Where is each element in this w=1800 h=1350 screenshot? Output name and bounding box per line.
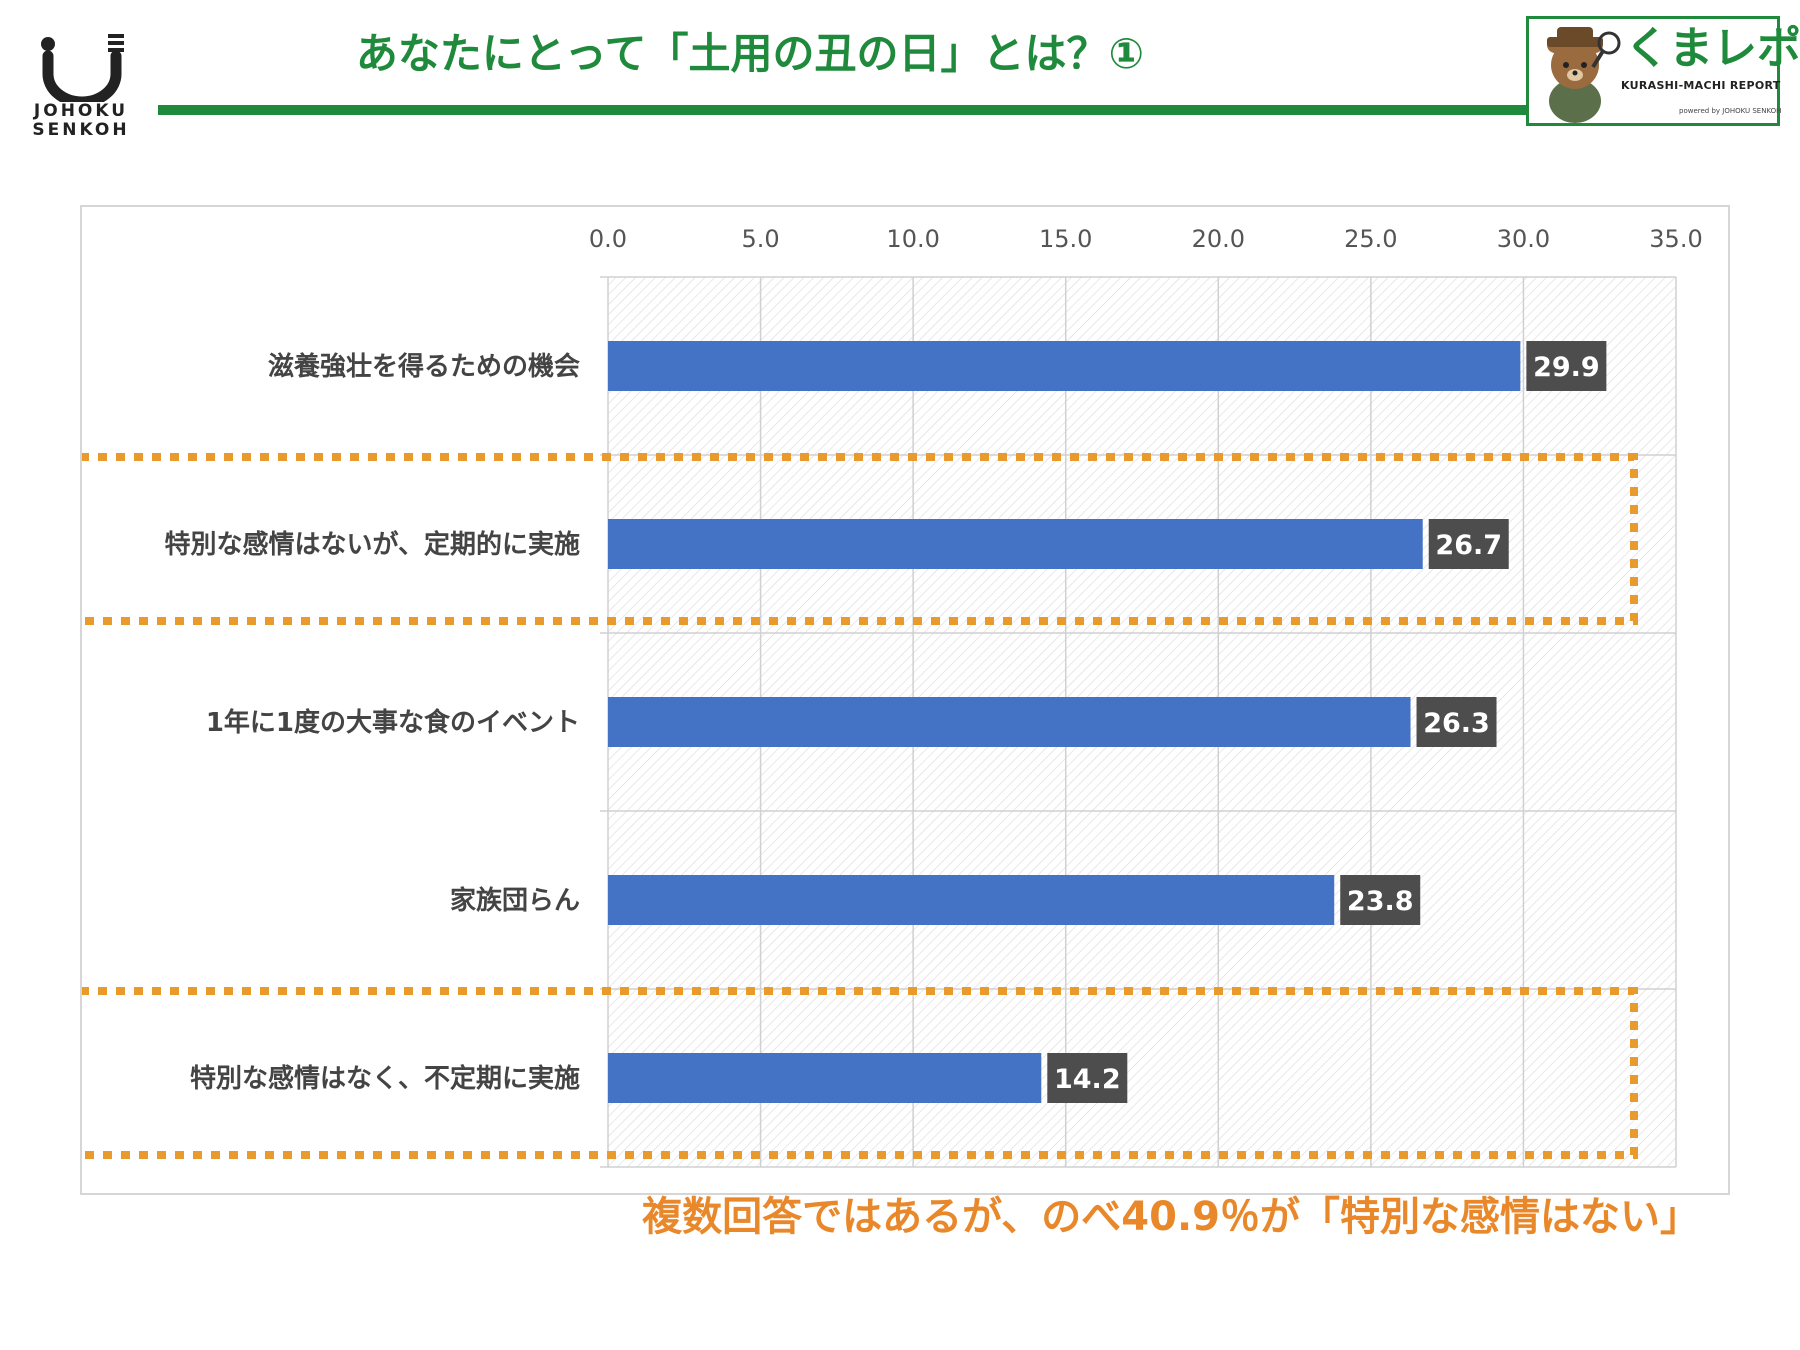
brand-name: くまレポ — [1625, 23, 1800, 74]
brand-subtitle: KURASHI-MACHI REPORT — [1621, 79, 1781, 92]
x-tick-label: 35.0 — [1649, 225, 1702, 253]
page-title: あなたにとって「土用の丑の日」とは？① — [355, 29, 1145, 78]
category-label: 滋養強壮を得るための機会 — [268, 351, 580, 382]
value-label: 26.3 — [1423, 708, 1490, 739]
category-label: 家族団らん — [450, 885, 580, 916]
bar — [608, 519, 1423, 569]
x-tick-label: 10.0 — [886, 225, 939, 253]
value-label-box — [1428, 519, 1509, 569]
johoku-senkoh-logo: JOHOKU SENKOH — [26, 30, 136, 140]
chart-frame: 0.0 5.0 10.0 15.0 20.0 25.0 30.0 35.0 29.9 滋養強壮を得… — [80, 205, 1730, 1195]
bar — [608, 875, 1335, 925]
bar — [608, 341, 1521, 391]
highlight-box — [82, 987, 1638, 1159]
category-label: 特別な感情はなく、不定期に実施 — [190, 1063, 580, 1094]
title-divider — [158, 105, 1528, 115]
bear-detective-icon — [1547, 27, 1621, 123]
value-label-box — [1047, 1053, 1128, 1103]
kuma-repo-logo: くまレポ KURASHI-MACHI REPORT powered by JOH… — [1526, 16, 1800, 126]
value-label-box — [1526, 341, 1607, 391]
logo-text-line1: JOHOKU — [33, 101, 129, 121]
smile-logo-icon — [41, 34, 124, 108]
x-tick-label: 15.0 — [1039, 225, 1092, 253]
value-label: 23.8 — [1347, 886, 1414, 917]
bar-chart: 0.0 5.0 10.0 15.0 20.0 25.0 30.0 35.0 29.9 滋養強壮を得… — [82, 225, 1703, 1168]
bar — [608, 1053, 1042, 1103]
highlight-box — [82, 453, 1638, 625]
brand-powered-by: powered by JOHOKU SENKOH — [1679, 107, 1782, 115]
value-label: 14.2 — [1054, 1064, 1121, 1095]
value-label-box — [1340, 875, 1421, 925]
x-tick-label: 20.0 — [1192, 225, 1245, 253]
x-tick-label: 30.0 — [1497, 225, 1550, 253]
value-label-box — [1416, 697, 1497, 747]
x-tick-label: 0.0 — [589, 225, 627, 253]
x-tick-label: 25.0 — [1344, 225, 1397, 253]
value-label: 29.9 — [1533, 352, 1600, 383]
category-label: 特別な感情はないが、定期的に実施 — [165, 529, 580, 560]
x-tick-label: 5.0 — [741, 225, 779, 253]
logo-text-line2: SENKOH — [32, 120, 130, 140]
bar — [608, 697, 1411, 747]
value-label: 26.7 — [1435, 530, 1502, 561]
category-label: 1年に1度の大事な食のイベント — [206, 707, 580, 738]
chart-annotation: 複数回答ではあるが、のべ40.9％が「特別な感情はない」 — [642, 1194, 1700, 1240]
